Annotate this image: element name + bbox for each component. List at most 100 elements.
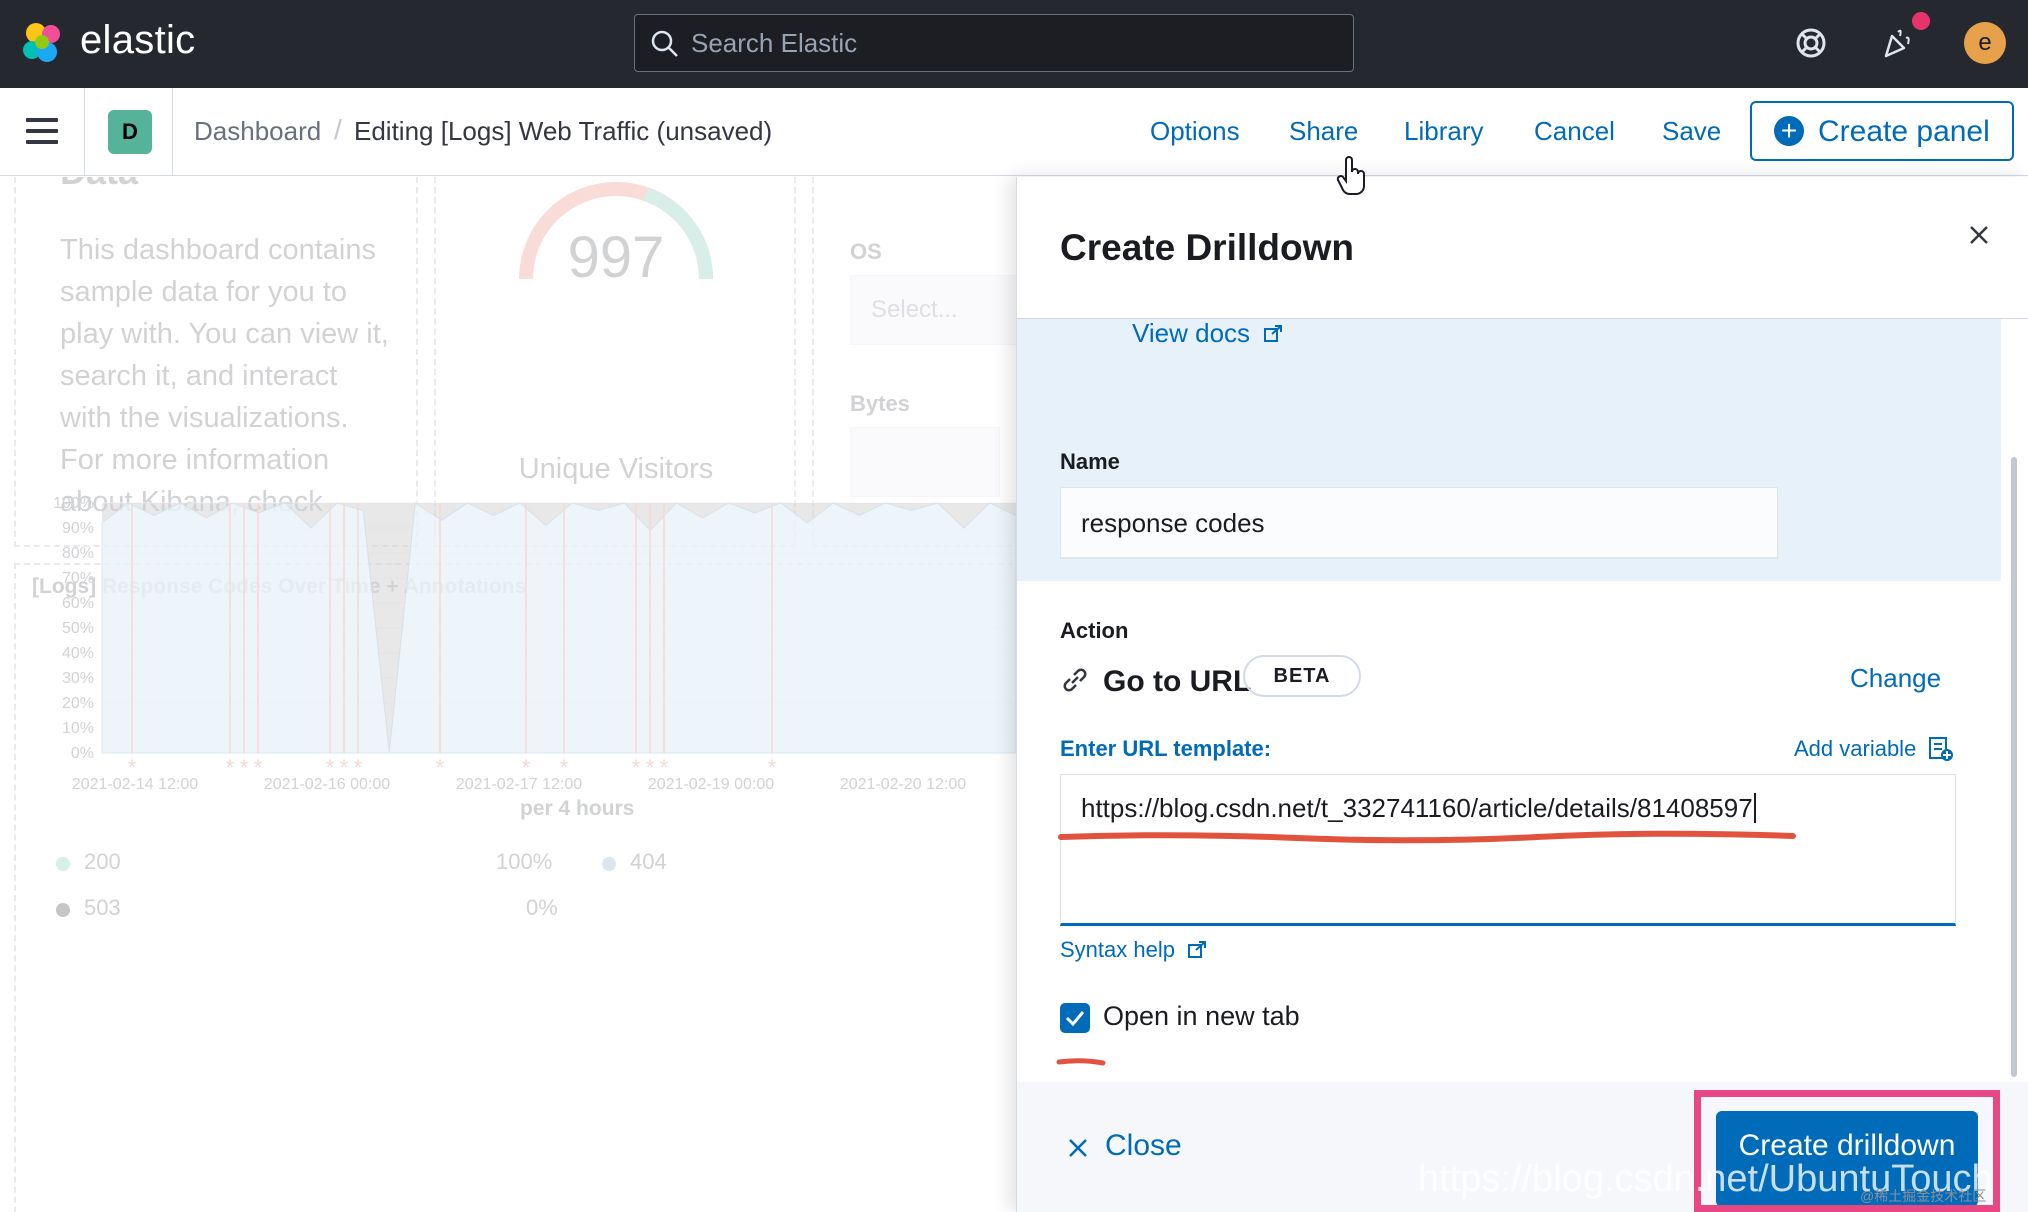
- elastic-wordmark[interactable]: elastic: [80, 18, 196, 62]
- dashboard-toolbar: D Dashboard / Editing [Logs] Web Traffic…: [0, 88, 2028, 176]
- share-button[interactable]: Share: [1289, 116, 1359, 146]
- space-avatar[interactable]: D: [108, 110, 152, 154]
- annotation-marker[interactable]: *: [254, 755, 263, 780]
- close-icon[interactable]: [1065, 1135, 1091, 1161]
- menu-toggle-icon[interactable]: [26, 118, 58, 146]
- response-codes-chart: 100% 90% 80% 70% 60% 50% 40% 30% 20% 10% 0% 2021-02…: [53, 495, 1016, 793]
- checkmark-icon: [1065, 1011, 1085, 1027]
- x-tick-label: 2021-02-20 12:00: [840, 776, 966, 793]
- hand-cursor-icon: [1336, 156, 1365, 196]
- text-caret: [1753, 793, 1756, 823]
- add-variable-button[interactable]: Add variable: [1794, 736, 1954, 762]
- toolbar-divider: [84, 88, 85, 176]
- create-panel-button[interactable]: + Create panel: [1750, 101, 2014, 161]
- url-template-textarea[interactable]: https://blog.csdn.net/t_332741160/articl…: [1060, 774, 1956, 926]
- annotation-marker[interactable]: *: [226, 755, 235, 780]
- y-tick-label: 20%: [62, 695, 94, 712]
- x-tick-label: 2021-02-19 00:00: [648, 776, 774, 793]
- flyout-title: Create Drilldown: [1060, 227, 1354, 268]
- plus-icon: +: [1774, 116, 1804, 146]
- drilldown-name-input[interactable]: [1060, 487, 1778, 559]
- annotation-marker[interactable]: *: [326, 755, 335, 780]
- close-button[interactable]: Close: [1105, 1129, 1182, 1162]
- syntax-help-link[interactable]: Syntax help: [1060, 937, 1207, 963]
- link-icon: [1063, 668, 1087, 692]
- url-template-label: Enter URL template:: [1060, 736, 1272, 761]
- gauge-value: 997: [567, 225, 665, 290]
- open-new-tab-checkbox[interactable]: [1060, 1003, 1090, 1033]
- syntax-help-label: Syntax help: [1060, 937, 1175, 962]
- control-bytes-label: Bytes: [850, 391, 910, 416]
- external-link-icon: [1264, 325, 1283, 342]
- annotation-marker[interactable]: *: [632, 755, 641, 780]
- y-tick-label: 10%: [62, 720, 94, 737]
- markdown-panel[interactable]: Data This dashboard contains sample data…: [14, 177, 418, 547]
- legend-swatch: [602, 857, 616, 871]
- user-avatar[interactable]: e: [1964, 22, 2006, 64]
- flyout-scrollbar[interactable]: [2011, 457, 2017, 1077]
- gauge-arc: [519, 182, 714, 280]
- global-search[interactable]: [634, 14, 1354, 72]
- annotation-marker[interactable]: *: [560, 755, 569, 780]
- add-variable-label: Add variable: [1794, 736, 1917, 761]
- legend-label[interactable]: 503: [84, 895, 121, 920]
- control-os-select[interactable]: Select...: [850, 275, 1016, 345]
- create-drilldown-button[interactable]: Create drilldown: [1716, 1111, 1978, 1207]
- legend-swatch: [56, 903, 70, 917]
- annotation-marker[interactable]: *: [522, 755, 531, 780]
- toolbar-divider: [172, 88, 173, 176]
- watermark-small: @稀土掘金技术社区: [1860, 1188, 1987, 1204]
- close-icon[interactable]: [1961, 217, 1997, 253]
- controls-panel[interactable]: OS Select... Bytes: [812, 177, 1016, 547]
- help-icon[interactable]: [1790, 22, 1832, 64]
- annotation-underline: [1056, 1058, 1106, 1066]
- change-action-button[interactable]: Change: [1850, 663, 1942, 693]
- annotation-marker[interactable]: *: [240, 755, 249, 780]
- cancel-button[interactable]: Cancel: [1534, 116, 1615, 146]
- annotation-marker[interactable]: *: [354, 755, 363, 780]
- legend-label[interactable]: 404: [630, 849, 667, 874]
- annotation-marker[interactable]: *: [340, 755, 349, 780]
- y-tick-label: 40%: [62, 645, 94, 662]
- annotation-marker[interactable]: *: [436, 755, 445, 780]
- markdown-title: Data: [60, 177, 138, 193]
- annotation-marker[interactable]: *: [768, 755, 777, 780]
- notification-dot: [1912, 12, 1930, 30]
- beta-badge: BETA: [1243, 655, 1361, 697]
- y-tick-label: 90%: [62, 520, 94, 537]
- view-docs-link[interactable]: View docs: [1132, 318, 1283, 349]
- gauge-panel[interactable]: 997 Unique Visitors: [434, 177, 796, 547]
- annotation-marker[interactable]: *: [128, 755, 137, 780]
- annotation-marker[interactable]: *: [660, 755, 669, 780]
- options-button[interactable]: Options: [1150, 116, 1240, 146]
- url-template-value: https://blog.csdn.net/t_332741160/articl…: [1081, 793, 1753, 823]
- x-tick-label: 2021-02-17 12:00: [456, 776, 582, 793]
- annotation-underline: [1058, 830, 1796, 844]
- open-new-tab-label[interactable]: Open in new tab: [1103, 1001, 1300, 1031]
- save-button[interactable]: Save: [1662, 116, 1722, 146]
- legend-swatch: [56, 857, 70, 871]
- legend-value: 100%: [496, 849, 553, 874]
- chart-panel[interactable]: [14, 563, 1016, 1212]
- breadcrumb-separator: /: [334, 114, 342, 145]
- y-tick-label: 100%: [53, 495, 94, 512]
- y-tick-label: 30%: [62, 670, 94, 687]
- library-button[interactable]: Library: [1404, 116, 1484, 146]
- global-header: elastic e: [0, 0, 2028, 88]
- watermark-url: https://blog.csdn.net/UbuntuTouch: [1418, 1158, 1993, 1200]
- search-input[interactable]: [691, 15, 1341, 71]
- news-feed-icon[interactable]: [1876, 22, 1918, 64]
- gauge-label: Unique Visitors: [518, 453, 714, 485]
- elastic-logo-icon[interactable]: [20, 20, 66, 66]
- view-docs-label: View docs: [1132, 318, 1251, 348]
- y-tick-label: 0%: [71, 745, 94, 762]
- legend-value: 0%: [526, 895, 558, 920]
- annotation-marker[interactable]: *: [646, 755, 655, 780]
- chart-title: [Logs] Response Codes Over Time + Annota…: [32, 575, 526, 598]
- dashboard-canvas: Data This dashboard contains sample data…: [0, 177, 1016, 1212]
- control-bytes-range[interactable]: [850, 427, 1000, 497]
- legend-label[interactable]: 200: [84, 849, 121, 874]
- y-tick-label: 60%: [62, 595, 94, 612]
- breadcrumb-dashboard[interactable]: Dashboard: [194, 116, 322, 146]
- control-os-label: OS: [850, 239, 882, 264]
